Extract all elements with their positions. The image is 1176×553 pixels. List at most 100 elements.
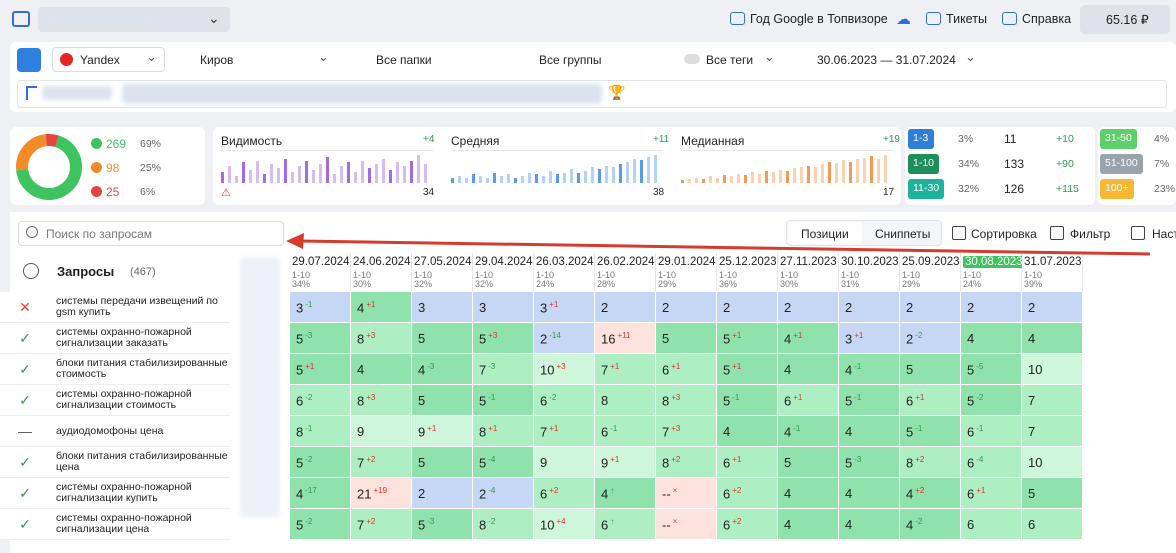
position: 4 [296,486,304,502]
tags-label[interactable]: Все теги [706,53,754,67]
position-cell: -- × [656,509,717,540]
column-header: 30.10.2023 1-10 31% [839,253,900,292]
column-range: 1-10 [1024,270,1043,280]
blurred [122,84,602,104]
spark-bar [389,169,392,183]
action[interactable]: Наст [1152,227,1176,241]
position-change: ↑ [610,486,615,495]
position-cell: 2 -2 [900,323,961,354]
region-label[interactable]: Киров [200,53,234,67]
column-date: 31.07.2023 [1024,256,1082,268]
position-cell: 4 +1 [778,323,839,354]
position: 5 [296,331,304,347]
position-cell: 6 +1 [778,385,839,416]
position: 5 [784,455,792,470]
position: 8 [601,393,609,408]
groups-label[interactable]: Все группы [539,53,602,67]
spark-bar [340,166,343,183]
position-cell: 4 [351,354,412,385]
header-link[interactable]: Тикеты [946,12,987,26]
position-cell: 3 [473,292,534,323]
position: 6 [662,362,670,378]
trophy: 🏆 [608,84,626,100]
position-change: +2 [366,517,376,526]
position: 7 [1028,393,1036,408]
spark-bar [298,166,301,183]
position: 3 [479,300,487,315]
column-range: 1-10 [780,270,799,280]
action[interactable]: Фильтр [1070,227,1111,241]
spark-bar [521,176,524,183]
position-cell: 10 [1022,354,1083,385]
spark-bar [424,164,427,183]
position: 4 [357,362,365,377]
position-cell: 2 [778,292,839,323]
position: 2 [906,331,914,347]
position-change: -2 [915,517,923,526]
position-cell: 7 [1022,416,1083,447]
position: 7 [357,517,365,533]
position-cell: 4 [1022,323,1083,354]
position-change: +1 [854,331,864,340]
position: 8 [906,455,914,471]
engine-label[interactable]: Yandex [80,53,120,67]
range-pct: 7% [1154,158,1170,170]
spark-bar [654,155,657,183]
position: 4 [845,517,853,532]
spark-bar [417,155,420,183]
position-cell: 6 -4 [961,447,1022,478]
position-cell: 6 -1 [595,416,656,447]
engine-logo [60,53,73,66]
column-range: 1-10 [719,270,738,280]
position-change: -4 [976,455,984,464]
position: 6 [906,393,914,409]
row-status: ✓ [0,478,50,509]
tab[interactable]: Позиции [801,227,849,241]
position-cell: 5 [412,385,473,416]
position: 6 [601,517,609,533]
search-box[interactable] [18,221,284,246]
folders-label[interactable]: Все папки [376,53,432,67]
position-cell: 2 [595,292,656,323]
position: -- [662,517,671,533]
position-cell: 8 +1 [473,416,534,447]
position-change: -4 [488,486,496,495]
spark-bar [695,177,698,183]
refresh-btn[interactable] [17,48,41,72]
position-change: -2 [488,517,496,526]
action-icon [1050,226,1064,240]
query: системы охранно-пожарной сигнализации за… [50,323,230,354]
header-link[interactable]: Год Google в Топвизоре [750,12,888,26]
position-change: +2 [732,517,742,526]
action[interactable]: Сортировка [971,227,1037,241]
spark-bar [382,158,385,183]
balance-box[interactable] [1080,5,1170,34]
action-icon [952,226,966,240]
spark-bar [542,176,545,183]
header-link[interactable]: Справка [1022,12,1072,26]
position-cell: 7 +1 [595,354,656,385]
position: 10 [540,362,555,378]
tab[interactable]: Сниппеты [875,227,931,241]
spark-bar [709,176,712,183]
position-change: ↑ [610,517,615,526]
position: 5 [418,393,426,408]
position-cell: 5 [778,447,839,478]
position-cell: 4 -1 [778,416,839,447]
engine-select[interactable] [52,47,165,72]
position: 5 [479,331,487,347]
position: 7 [479,362,487,378]
position: 4 [357,300,365,316]
position: 16 [601,331,616,347]
dates-label[interactable]: 30.06.2023 — 31.07.2024 [817,53,956,67]
spark-bar [256,160,259,183]
spark-bar [793,168,796,183]
position-cell: 4 [839,416,900,447]
position-cell: 5 -2 [290,447,351,478]
position-change: +1 [366,300,376,309]
tags-toggle [684,54,700,64]
spark-bar [396,162,399,183]
position: 4 [845,362,853,378]
position-cell: 4 -3 [412,354,473,385]
spark-bar [737,173,740,183]
